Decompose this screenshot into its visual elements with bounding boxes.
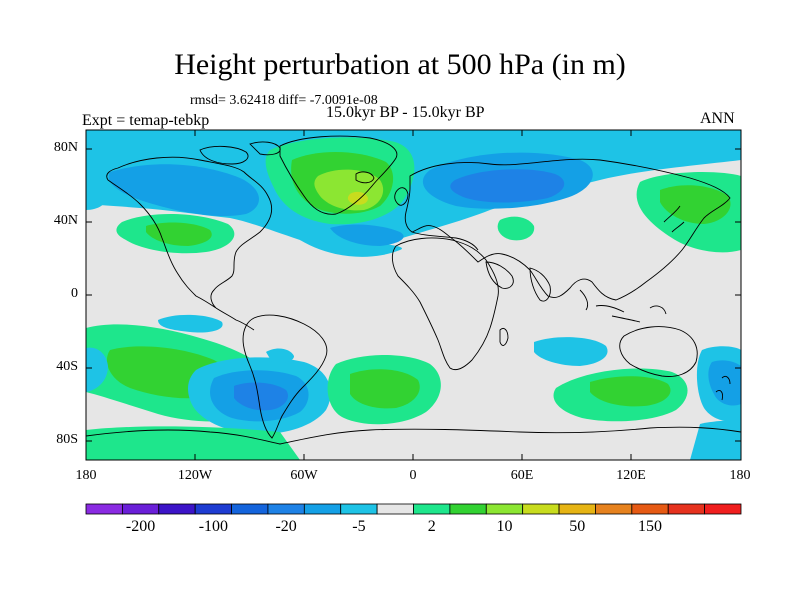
colorbar [85,503,742,515]
anomaly-region [660,185,731,224]
lon-tick-label: 180 [729,468,751,483]
lon-tick-label: 60W [290,468,318,483]
colorbar-swatch [121,503,160,515]
stats-text: rmsd= 3.62418 diff= -7.0091e-08 [190,93,378,108]
coastline-north-america [106,156,273,309]
coastline-eurasia [404,158,731,301]
axis-ticks [85,130,741,460]
coastline-japan [663,205,685,233]
colorbar-swatch [522,503,560,515]
anomaly-region [158,314,223,333]
anomaly-region [86,347,108,392]
coastline-new-zealand [715,375,731,401]
coastline-south-america [242,314,328,439]
colorbar-swatch [376,503,414,515]
anomaly-region [497,216,535,241]
colorbar-swatch [631,503,669,515]
colorbar-swatch [85,503,123,515]
anomaly-region [708,360,741,406]
anomaly-region [108,164,259,217]
lon-tick-label: 60E [510,468,534,483]
coastline-africa [391,237,499,371]
colorbar-swatch [413,503,451,515]
colorbar-swatch [158,503,196,515]
colorbar-swatch [194,503,232,515]
colorbar-label: -100 [198,518,229,535]
lat-tick-label: 0 [71,286,78,301]
anomaly-region [450,169,565,203]
colorbar-swatch [303,503,342,515]
lon-tick-label: 0 [409,468,417,483]
lon-tick-label: 120E [616,468,646,483]
lat-tick-label: 80S [56,432,78,447]
coastline-mediterranean [411,231,479,251]
coastline-central-america [215,307,255,331]
coastline-madagascar [499,327,509,346]
coastline-australia [619,326,698,377]
coastline-arabia [485,261,514,289]
colorbar-swatch [340,503,378,515]
coastline-antarctica [86,426,741,445]
anomaly-region [86,426,300,460]
colorbar-swatch [449,503,487,515]
colorbar-swatch [267,503,305,515]
anomaly-region [590,376,671,407]
lon-tick-label: 180 [75,468,97,483]
anomaly-region [234,382,289,411]
colorbar-label: 10 [496,518,513,535]
anomaly-region [534,337,608,366]
colorbar-swatch [558,503,596,515]
lat-tick-label: 80N [53,140,78,155]
season-label: ANN [700,110,735,127]
coastline-greenland [279,135,398,215]
colorbar-swatch [704,503,742,515]
colorbar-label: -5 [352,518,366,535]
period-label: 15.0kyr BP - 15.0kyr BP [326,104,485,121]
colorbar-swatch [667,503,706,515]
colorbar-swatch [595,503,633,515]
lat-tick-label: 40N [53,213,78,228]
anomaly-region [350,369,420,409]
anomaly-region [330,224,404,246]
colorbar-label: 150 [638,518,663,535]
coastline-india [529,267,551,302]
colorbar-label: -200 [125,518,156,535]
colorbar-swatch [485,503,524,515]
lat-tick-label: 40S [56,359,78,374]
anomaly-region [86,178,108,210]
colorbar-label: 50 [569,518,586,535]
colorbar-swatch [231,503,269,515]
coastline-iceland [355,171,375,184]
anomaly-region [266,348,294,363]
coastline-southeast-asia [579,289,667,323]
lon-tick-label: 120W [177,468,213,483]
coastlines [86,135,741,445]
map-title: Height perturbation at 500 hPa (in m) [174,48,626,81]
colorbar-label: -20 [275,518,297,535]
coastline-british-isles [394,187,409,206]
colorbar-label: 2 [427,518,436,535]
experiment-label: Expt = temap-tebkp [82,112,210,129]
